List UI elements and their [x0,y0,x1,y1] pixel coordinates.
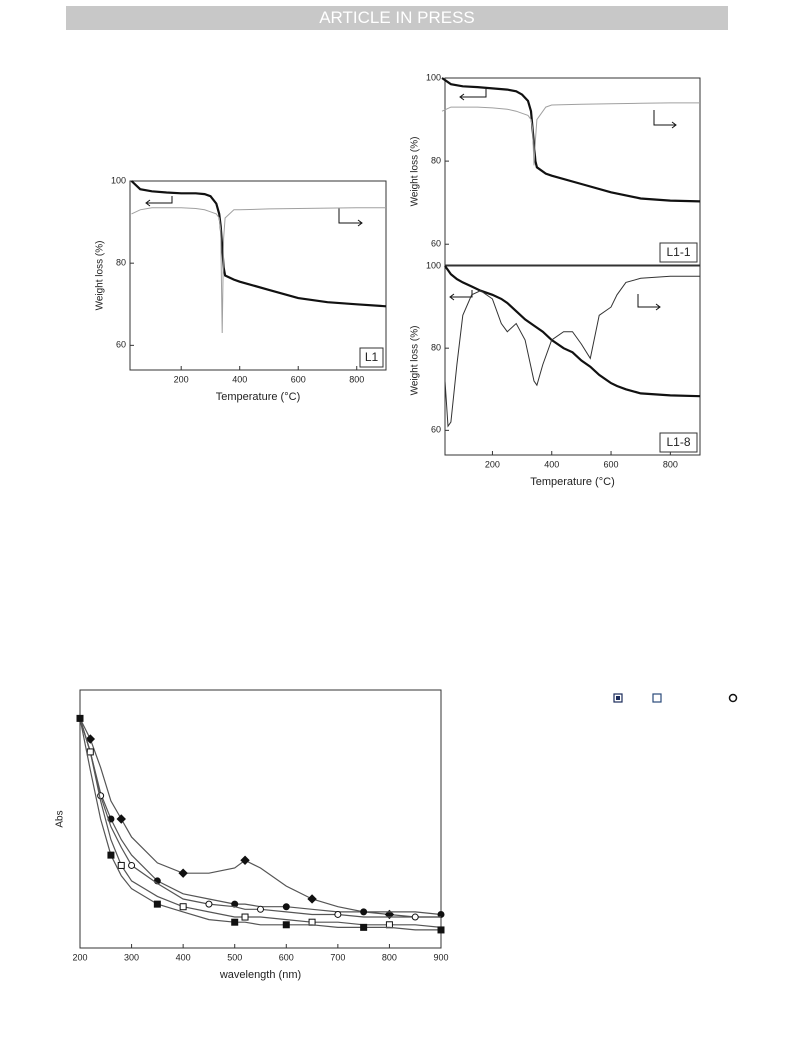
y-axis-label: Weight loss (%) [410,137,421,207]
marker [282,903,290,911]
arrow [338,208,362,224]
marker [411,913,419,921]
plot-frame [129,180,387,371]
arrow [653,110,676,126]
series-line [79,718,441,918]
marker [116,814,126,824]
x-tick-label: 400 [176,952,191,962]
marker [334,910,342,918]
arrow [459,93,465,101]
x-axis-label: Temperature (°C) [530,476,614,488]
y-axis-label: Weight loss (%) [410,326,421,396]
x-tick-label: 900 [433,952,448,962]
marker [86,748,94,756]
x-tick-label: 800 [663,459,678,469]
plot-frame [444,265,701,456]
marker [360,923,368,931]
x-tick-label: 600 [279,952,294,962]
y-tick-label: 80 [116,258,126,268]
plot-frame [79,689,442,949]
x-tick-label: 200 [485,459,500,469]
marker [107,851,115,859]
marker [282,921,290,929]
x-tick-label: 600 [604,459,619,469]
y-tick-label: 100 [426,72,441,82]
arrow [671,121,677,129]
series-line [79,718,442,928]
marker [178,868,188,878]
x-tick-label: 800 [382,952,397,962]
marker [437,926,445,934]
panel-label: L1 [365,350,379,364]
series-line [130,180,387,308]
legend-symbol [728,693,738,703]
arrows [145,89,677,311]
panel-label: L1-1 [666,245,690,259]
arrow [449,293,455,301]
marker [240,855,250,865]
x-tick-label: 700 [330,952,345,962]
series-line [444,265,701,398]
arrow [357,219,363,227]
y-tick-label: 80 [431,343,441,353]
arrow [145,199,151,207]
y-tick-label: 60 [116,340,126,350]
series-line [444,275,700,428]
x-tick-label: 200 [72,952,87,962]
y-tick-label: 100 [426,260,441,270]
series-line [131,207,386,334]
x-tick-label: 300 [124,952,139,962]
legend-symbols [613,693,738,703]
marker [241,913,249,921]
marker [85,734,96,744]
marker [76,714,84,722]
panel-label: L1-8 [666,435,690,449]
series-line [79,718,441,918]
x-axis-label: wavelength (nm) [219,969,301,981]
x-tick-label: 200 [174,374,189,384]
marker [117,861,125,869]
x-tick-label: 500 [227,952,242,962]
marker [257,905,264,913]
x-tick-label: 600 [291,374,306,384]
marker [128,861,136,869]
banner: ARTICLE IN PRESS [66,6,728,30]
marker [179,903,187,911]
y-axis-label: Weight loss (%) [95,241,106,311]
marker [231,918,239,926]
legend-symbol [652,693,662,703]
y-tick-label: 80 [431,155,441,165]
series-line [79,718,442,916]
arrow [637,294,660,308]
plot-frame [444,77,701,266]
arrow [451,290,473,298]
x-tick-label: 400 [544,459,559,469]
y-tick-label: 100 [111,175,126,185]
marker [360,908,368,916]
marker [205,900,213,908]
x-tick-label: 800 [349,374,364,384]
marker [307,894,317,904]
arrow [655,303,661,311]
arrow [147,196,173,204]
series-line [441,102,700,166]
legend-symbol [616,696,620,700]
x-axis-label: Temperature (°C) [216,391,300,403]
panel-label-box [659,432,698,453]
series-line [79,718,441,931]
y-axis-label: Abs [55,810,66,827]
x-tick-label: 400 [232,374,247,384]
panel-label-box [659,242,698,263]
y-tick-label: 60 [431,239,441,249]
panel-label-box [359,347,384,368]
arrow [461,89,487,98]
marker [153,900,161,908]
y-tick-label: 60 [431,425,441,435]
